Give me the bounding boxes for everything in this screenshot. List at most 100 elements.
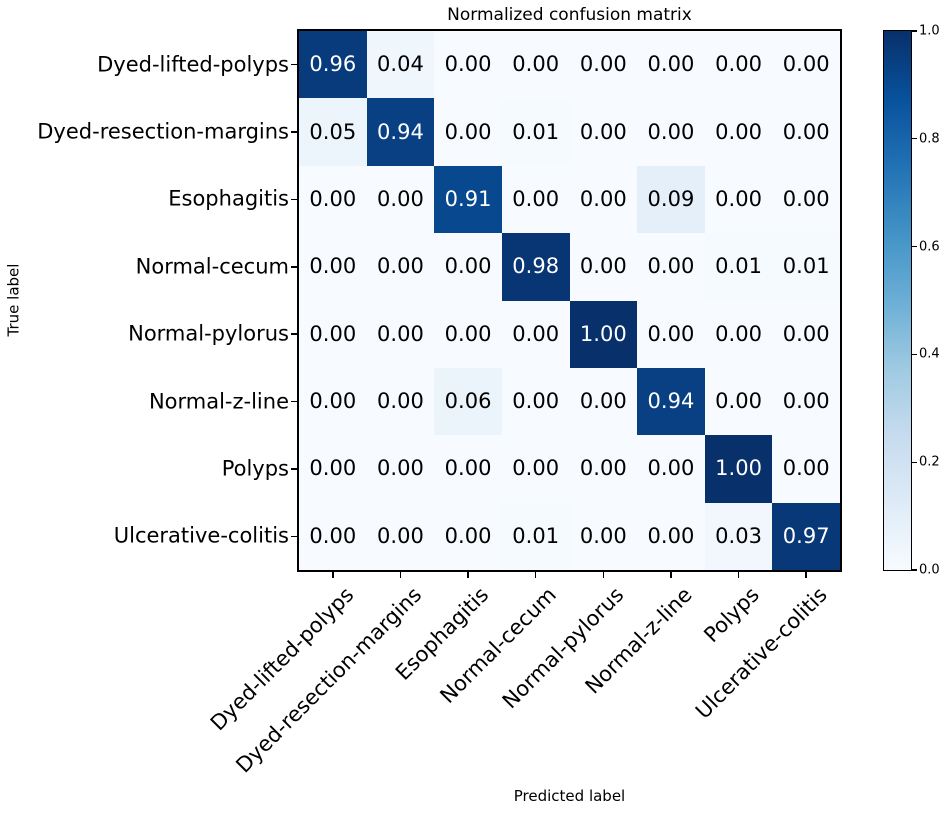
matrix-cell: 0.00	[366, 435, 435, 503]
colorbar-tick-label: 0.6	[919, 239, 940, 255]
matrix-cell: 0.00	[501, 165, 570, 234]
matrix-cell: 0.00	[569, 367, 638, 436]
matrix-cell: 0.00	[569, 165, 638, 234]
matrix-cell: 0.00	[569, 502, 638, 570]
y-tick-mark	[291, 266, 297, 268]
matrix-cell: 0.00	[569, 98, 638, 166]
matrix-cell: 0.01	[501, 502, 570, 570]
y-tick-label: Polyps	[221, 456, 289, 481]
matrix-cell: 0.00	[704, 300, 773, 368]
y-tick-mark	[291, 198, 297, 201]
matrix-cell: 0.00	[772, 367, 840, 436]
matrix-cell: 0.00	[434, 502, 502, 570]
matrix-cell: 0.00	[299, 300, 367, 368]
y-tick-label: Dyed-lifted-polyps	[97, 52, 289, 77]
matrix-cell: 0.00	[434, 98, 502, 166]
y-tick-mark	[291, 468, 297, 470]
matrix-cell: 0.00	[704, 31, 773, 99]
matrix-cell: 0.00	[299, 502, 367, 570]
matrix-cell: 0.00	[366, 233, 435, 301]
colorbar	[883, 30, 912, 571]
colorbar-tick-mark	[912, 353, 917, 355]
matrix-cell: 1.00	[704, 435, 773, 503]
matrix-cell: 0.00	[434, 31, 502, 99]
x-tick-label: Normal-pylorus	[498, 582, 629, 714]
matrix-cell: 0.00	[772, 300, 840, 368]
x-tick-mark	[332, 572, 334, 578]
matrix-cell: 0.91	[434, 165, 502, 234]
matrix-cell: 0.00	[569, 233, 638, 301]
matrix-cell: 0.01	[501, 98, 570, 166]
matrix-cell: 0.00	[501, 367, 570, 436]
matrix-cell: 0.00	[299, 165, 367, 234]
matrix-cell: 0.04	[366, 31, 435, 99]
matrix-cell: 0.00	[637, 31, 705, 99]
matrix-cell: 0.98	[501, 233, 570, 301]
y-tick-label: Normal-z-line	[148, 389, 289, 414]
colorbar-tick-mark	[912, 138, 917, 140]
matrix-cell: 0.00	[299, 367, 367, 436]
y-tick-label: Ulcerative-colitis	[113, 523, 289, 548]
matrix-cell: 0.00	[434, 435, 502, 503]
matrix-cell: 0.00	[569, 31, 638, 99]
y-tick-label: Normal-cecum	[135, 254, 289, 279]
matrix-cell: 0.97	[772, 502, 840, 570]
matrix-cell: 0.00	[366, 367, 435, 436]
matrix-cell: 0.00	[704, 98, 773, 166]
colorbar-tick-label: 1.0	[919, 23, 940, 39]
matrix-cell: 0.00	[637, 435, 705, 503]
matrix-cell: 0.00	[704, 165, 773, 234]
colorbar-tick-mark	[912, 30, 917, 32]
matrix-cell: 0.09	[637, 165, 705, 234]
x-tick-mark	[805, 572, 807, 578]
y-tick-mark	[291, 63, 297, 66]
chart-title: Normalized confusion matrix	[447, 5, 692, 25]
matrix-cell: 0.00	[637, 502, 705, 570]
matrix-cell: 0.01	[772, 233, 840, 301]
matrix-cell: 0.00	[434, 233, 502, 301]
matrix-cell: 0.96	[299, 31, 367, 99]
matrix-cell: 0.00	[366, 165, 435, 234]
y-tick-mark	[291, 535, 297, 538]
x-tick-label: Polyps	[699, 582, 765, 648]
matrix-cell: 0.00	[704, 367, 773, 436]
heatmap-matrix: 0.96 0.04 0.00 0.00 0.00 0.00 0.00 0.00 0.05 0.94…	[297, 29, 842, 572]
matrix-cell: 1.00	[569, 300, 638, 368]
matrix-cell: 0.00	[299, 435, 367, 503]
matrix-cell: 0.00	[772, 98, 840, 166]
x-tick-mark	[467, 572, 469, 578]
x-tick-mark	[737, 572, 740, 578]
matrix-cell: 0.00	[501, 31, 570, 99]
colorbar-tick-mark	[912, 569, 917, 571]
matrix-cell: 0.01	[704, 233, 773, 301]
matrix-cell: 0.00	[637, 233, 705, 301]
matrix-cell: 0.00	[569, 435, 638, 503]
colorbar-tick-label: 0.2	[919, 454, 940, 470]
y-tick-label: Normal-pylorus	[128, 321, 289, 346]
y-tick-mark	[291, 333, 297, 335]
y-tick-mark	[291, 400, 297, 403]
matrix-cell: 0.94	[637, 367, 705, 436]
colorbar-tick-label: 0.0	[919, 562, 940, 578]
matrix-cell: 0.00	[772, 165, 840, 234]
x-tick-mark	[670, 572, 672, 578]
colorbar-tick-label: 0.8	[919, 131, 940, 147]
matrix-cell: 0.06	[434, 367, 502, 436]
colorbar-tick-mark	[912, 246, 917, 248]
matrix-cell: 0.05	[299, 98, 367, 166]
x-tick-mark	[534, 572, 537, 578]
matrix-cell: 0.00	[637, 98, 705, 166]
x-axis-label: Predicted label	[513, 787, 626, 805]
matrix-cell: 0.00	[366, 300, 435, 368]
matrix-cell: 0.00	[366, 502, 435, 570]
matrix-cell: 0.00	[772, 435, 840, 503]
matrix-cell: 0.00	[637, 300, 705, 368]
y-tick-mark	[291, 131, 297, 133]
matrix-cell: 0.00	[501, 300, 570, 368]
matrix-cell: 0.03	[704, 502, 773, 570]
colorbar-tick-mark	[912, 461, 917, 463]
colorbar-tick-label: 0.4	[919, 346, 940, 362]
matrix-cell: 0.00	[299, 233, 367, 301]
matrix-cell: 0.00	[434, 300, 502, 368]
